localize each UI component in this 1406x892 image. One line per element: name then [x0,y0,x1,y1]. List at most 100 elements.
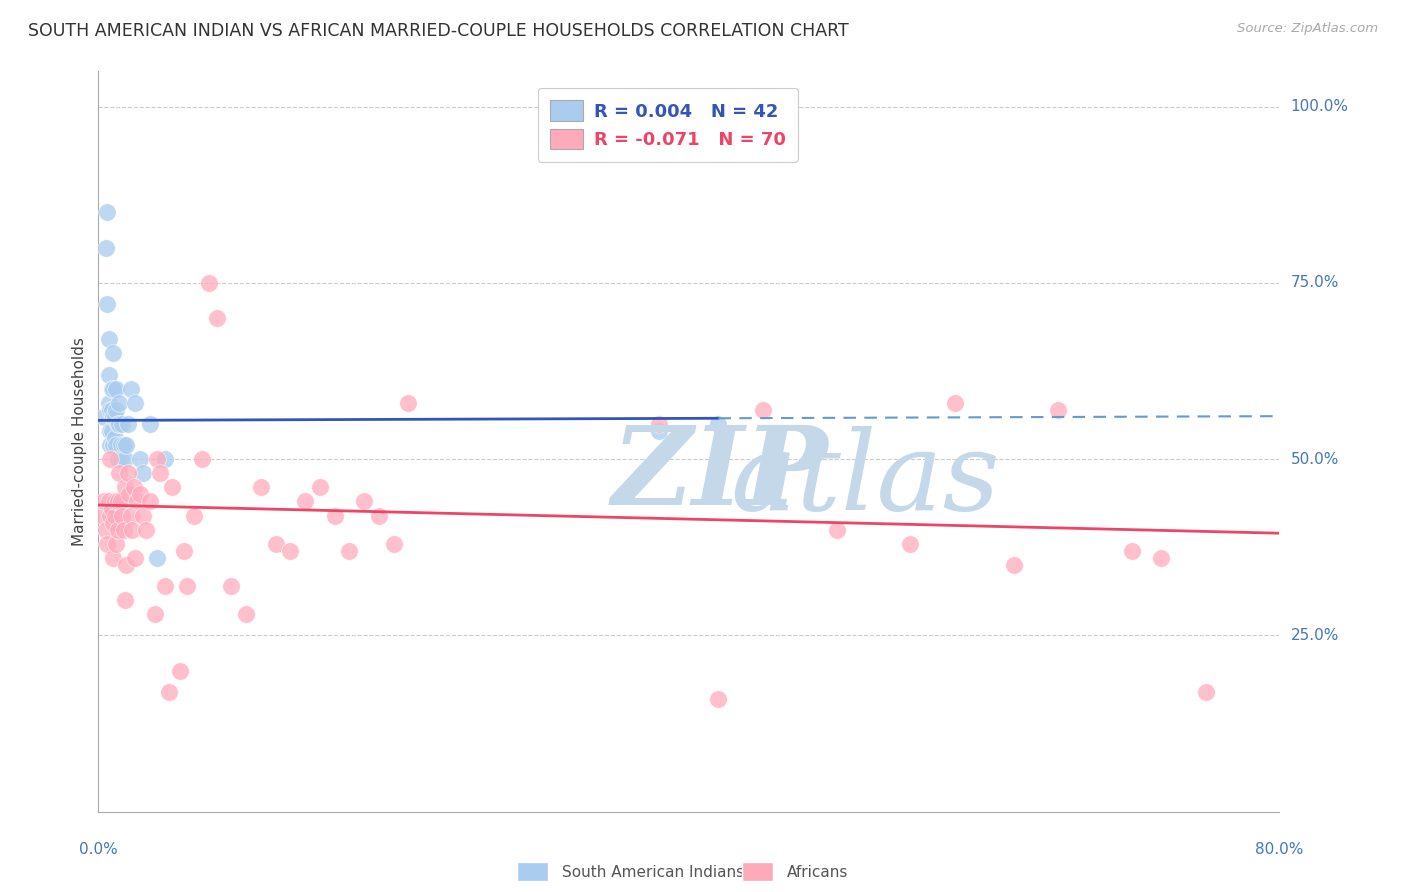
Point [135,523,157,537]
Point [825,523,848,537]
Point [124,396,146,410]
Point [128,452,150,467]
Point [323,508,346,523]
Point [382,537,405,551]
Point [103,438,125,452]
Point [118,487,141,501]
Point [943,396,966,410]
Point [112,523,135,537]
Point [122,480,145,494]
Point [105,382,128,396]
Point [114,593,136,607]
Point [309,480,332,494]
Point [368,508,391,523]
Text: Africans: Africans [787,865,849,880]
Point [205,311,228,326]
Point [104,508,127,523]
Point [103,409,125,424]
Point [648,417,671,431]
Text: 100.0%: 100.0% [1291,99,1348,114]
Point [110,438,132,452]
Point [104,409,127,424]
Point [111,508,134,523]
Point [100,402,122,417]
Point [100,424,122,438]
Point [103,346,125,360]
Point [103,550,125,565]
Point [105,537,128,551]
Point [396,396,419,410]
Point [1046,402,1069,417]
Point [648,424,671,438]
Point [139,494,162,508]
Point [1195,685,1218,699]
Point [93,494,115,508]
Point [103,382,125,396]
Point [146,550,169,565]
Point [149,467,172,481]
Point [128,487,150,501]
Text: 0.0%: 0.0% [79,842,118,857]
Point [110,494,132,508]
Point [169,664,191,678]
Point [707,417,730,431]
Text: 75.0%: 75.0% [1291,276,1339,291]
Point [337,544,360,558]
Point [110,452,132,467]
Point [264,537,287,551]
Text: Source: ZipAtlas.com: Source: ZipAtlas.com [1237,22,1378,36]
Point [191,452,214,467]
Text: 25.0%: 25.0% [1291,628,1339,643]
Point [108,417,131,431]
Point [139,417,162,431]
Point [900,537,922,551]
Point [94,241,117,255]
Point [117,467,139,481]
Point [103,516,125,530]
Point [250,480,273,494]
Point [104,431,127,445]
Point [146,452,169,467]
Text: 50.0%: 50.0% [1291,451,1339,467]
Point [153,452,176,467]
Point [96,205,118,219]
Point [96,297,118,311]
Point [176,579,198,593]
Point [97,396,120,410]
Point [117,417,139,431]
Point [97,368,120,382]
Point [121,523,143,537]
Point [100,501,122,516]
Point [96,537,118,551]
Point [114,452,136,467]
Point [751,402,773,417]
Point [107,523,129,537]
Point [97,494,120,508]
Text: 80.0%: 80.0% [1256,842,1303,857]
Point [1121,544,1143,558]
Text: SOUTH AMERICAN INDIAN VS AFRICAN MARRIED-COUPLE HOUSEHOLDS CORRELATION CHART: SOUTH AMERICAN INDIAN VS AFRICAN MARRIED… [28,22,849,40]
Text: atlas: atlas [730,426,1000,533]
Point [132,508,155,523]
Text: ZIP: ZIP [612,421,828,529]
Point [104,494,127,508]
Point [235,607,257,622]
Point [98,438,121,452]
Point [98,424,121,438]
Point [120,508,142,523]
Point [278,544,302,558]
Point [91,508,114,523]
Point [111,417,134,431]
Point [97,332,120,346]
Point [114,480,136,494]
Point [105,402,128,417]
Point [105,438,128,452]
Point [115,438,138,452]
Point [707,692,730,706]
Point [132,467,155,481]
Point [98,402,121,417]
Point [107,494,129,508]
Point [173,544,195,558]
Point [219,579,242,593]
Point [353,494,375,508]
